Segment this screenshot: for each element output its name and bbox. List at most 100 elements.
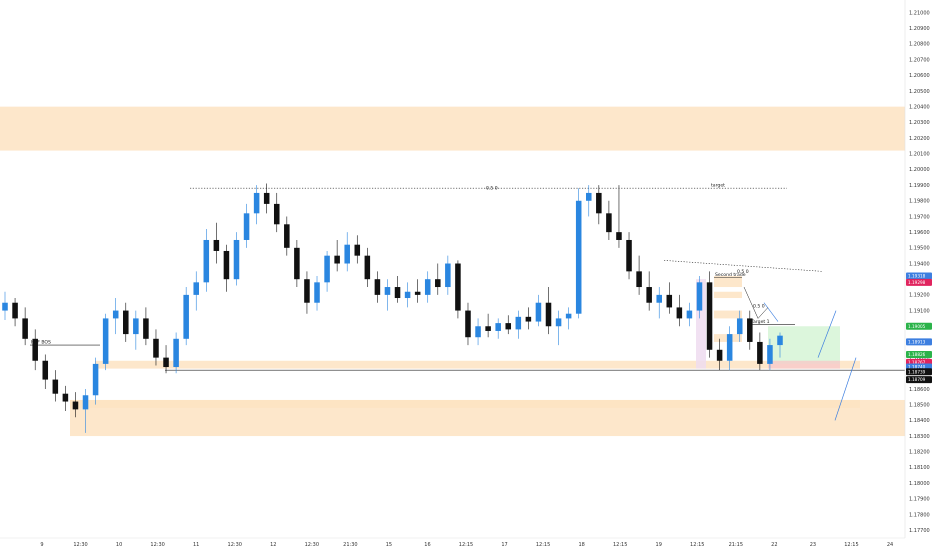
candle-body [686, 310, 693, 319]
candle-body [183, 294, 189, 339]
candle-body [525, 316, 532, 322]
price-badge [906, 368, 932, 376]
candle-body [243, 213, 250, 240]
price-tick-label: 1.19400 [909, 261, 930, 267]
candle-body [696, 282, 703, 311]
candle-body [757, 341, 763, 364]
zone-rect [714, 276, 742, 288]
path-line [757, 307, 769, 319]
candle-body [314, 282, 320, 303]
price-badge-label: 1.18767 [908, 360, 926, 365]
candle-body [72, 401, 79, 410]
path-line [743, 286, 759, 319]
candle-body [505, 323, 512, 330]
price-badge-label: 1.18739 [908, 369, 926, 374]
candle-body [203, 239, 210, 283]
time-tick-label: 9 [40, 542, 43, 548]
time-tick-label: 15 [386, 542, 392, 548]
trade-drawings [663, 260, 857, 421]
candle-body [656, 294, 662, 303]
candle-body [163, 357, 169, 368]
candle-body [666, 294, 673, 308]
time-tick-label: 12:30 [150, 542, 164, 548]
price-tick-label: 1.19600 [909, 230, 930, 236]
candle-body [273, 203, 280, 225]
fib-label: 0.5 0 [737, 269, 749, 275]
price-badge-label: 1.18709 [908, 377, 926, 382]
candle-body [706, 282, 713, 350]
price-tick-label: 1.18200 [909, 450, 930, 456]
candle-body [736, 318, 743, 335]
time-tick-label: 22 [771, 542, 777, 548]
candle-body [495, 323, 501, 331]
supply-demand-zones [0, 106, 905, 437]
time-tick-label: 21:30 [343, 542, 357, 548]
price-tick-label: 1.20800 [909, 42, 930, 48]
price-tick-label: 1.20300 [909, 120, 930, 126]
time-tick-label: 12:30 [73, 542, 87, 548]
candle-body [455, 263, 461, 311]
price-tick-label: 1.20600 [909, 73, 930, 79]
candle-body [465, 310, 471, 338]
candle-body [445, 263, 451, 288]
candle-body [626, 239, 632, 272]
time-tick-label: 12:15 [844, 542, 858, 548]
level-label: HTF BOS [31, 340, 51, 346]
price-tick-label: 1.18100 [909, 465, 930, 471]
price-badge-label: 1.19005 [908, 324, 926, 329]
level-label: Second trade [715, 272, 746, 278]
candle-body [404, 291, 411, 299]
candle-body [123, 310, 129, 335]
price-tick-label: 1.19800 [909, 199, 930, 205]
candle-body [555, 318, 562, 327]
candle-body [777, 335, 783, 346]
time-tick-label: 24 [887, 542, 893, 548]
time-tick-label: 19 [656, 542, 662, 548]
fib-label: 0.5 0 [753, 303, 765, 309]
price-tick-label: 1.18500 [909, 402, 930, 408]
candle-body [294, 247, 300, 280]
candle-body [676, 307, 683, 319]
trendline [663, 260, 823, 272]
candle-body [535, 302, 542, 322]
candle-body [364, 255, 371, 280]
candle-body [475, 326, 481, 338]
candle-body [112, 310, 119, 319]
candle-body [52, 379, 59, 394]
time-tick-label: 23 [810, 542, 816, 548]
candle-body [153, 338, 159, 358]
price-tick-label: 1.20700 [909, 57, 930, 63]
price-badge-label: 1.18913 [908, 340, 926, 345]
candle-body [485, 326, 491, 331]
candle-body [133, 318, 139, 335]
zone-rect [714, 291, 742, 299]
candle-body [726, 334, 733, 361]
time-tick-label: 12:15 [690, 542, 704, 548]
candle-body [12, 302, 18, 319]
candle-body [42, 360, 49, 380]
time-tick-label: 12:15 [613, 542, 627, 548]
candle-body [596, 192, 602, 214]
candle-body [585, 192, 592, 201]
candle-body [424, 279, 431, 295]
price-tick-label: 1.18300 [909, 434, 930, 440]
time-tick-label: 12:30 [228, 542, 242, 548]
time-tick-label: 16 [424, 542, 430, 548]
price-badge [906, 322, 932, 330]
time-axis-bg [0, 538, 932, 550]
price-tick-label: 1.17900 [909, 497, 930, 503]
fib-label: 0.5 0 [486, 186, 498, 192]
arrow-up-line [817, 310, 837, 358]
candle-body [213, 239, 220, 251]
candle-body [606, 213, 612, 233]
price-badge-label: 1.18826 [908, 352, 926, 357]
candle-body [324, 255, 330, 283]
candle-body [92, 363, 99, 396]
candle-body [304, 279, 310, 303]
price-tick-label: 1.19200 [909, 293, 930, 299]
candle-body [22, 318, 28, 339]
